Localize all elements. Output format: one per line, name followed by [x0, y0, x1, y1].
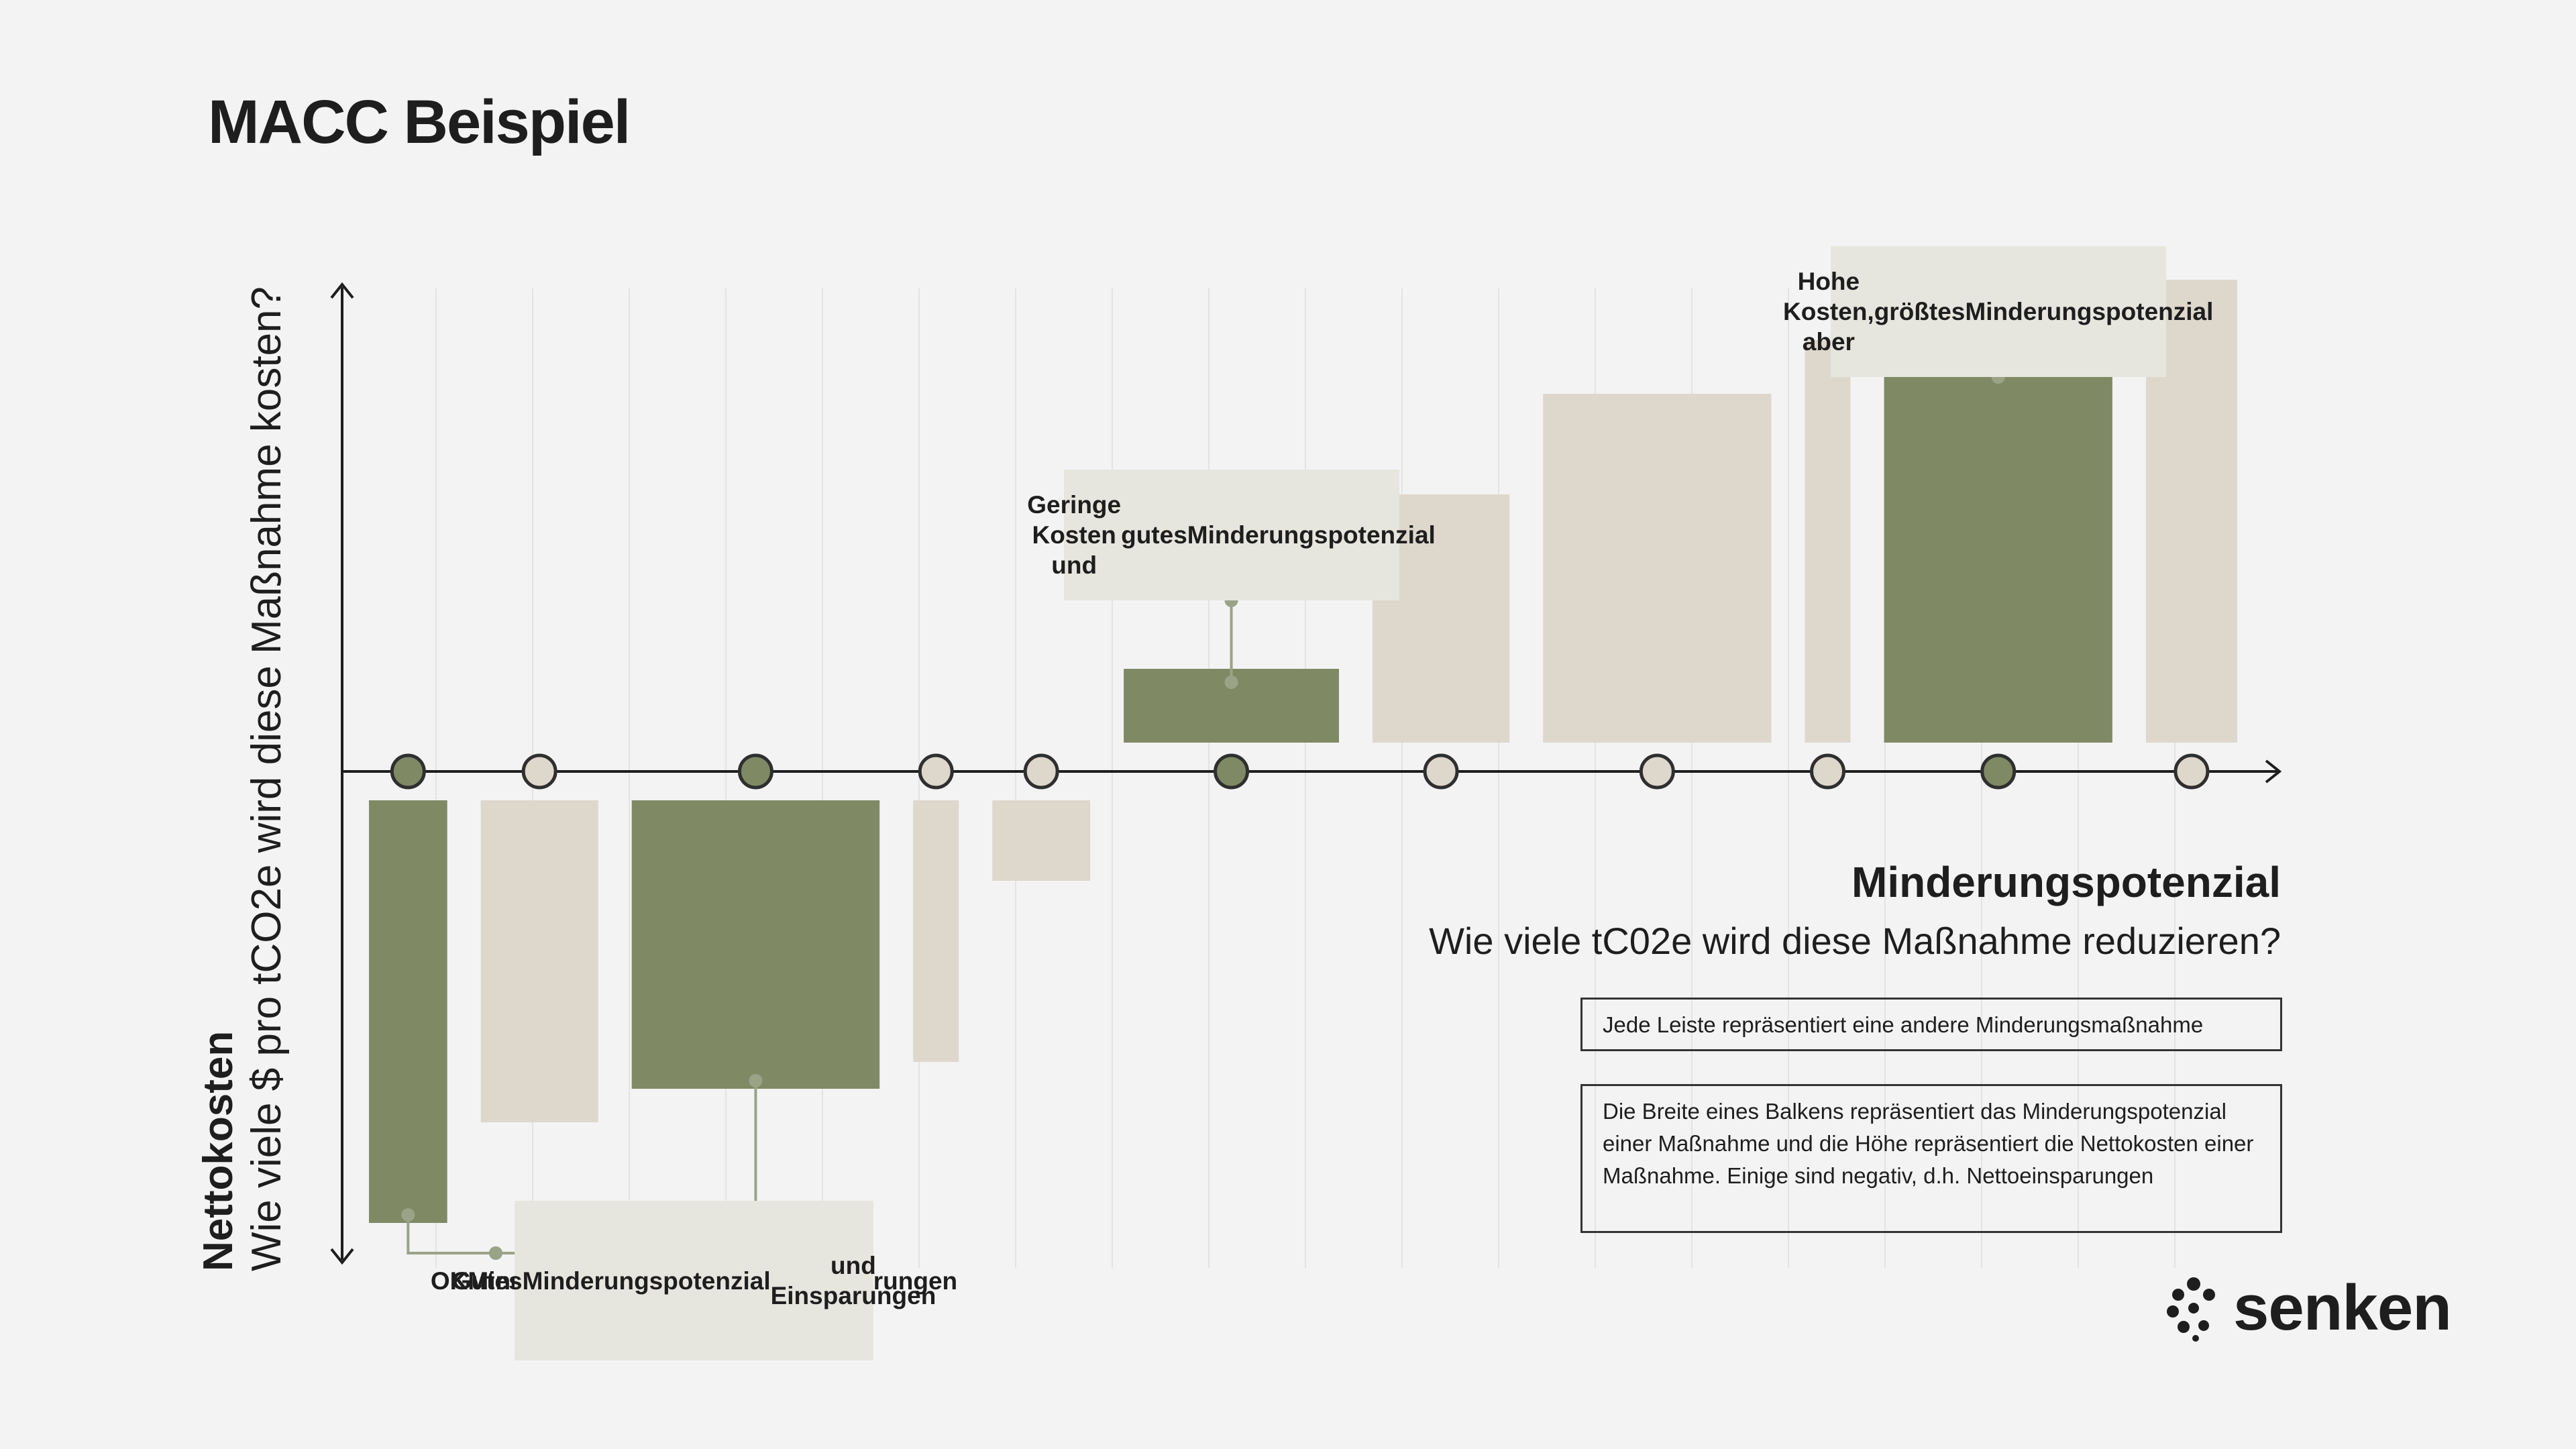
connector-dot: [1224, 676, 1238, 689]
bar-marker: [737, 753, 773, 790]
bar-marker: [521, 753, 557, 790]
brand-logo: senken: [2163, 1272, 2452, 1344]
connector-dot: [489, 1246, 502, 1260]
y-axis-arrow-down-icon: [330, 1248, 354, 1265]
x-axis-label: Minderungspotenzial: [1851, 858, 2281, 906]
brand-name: senken: [2233, 1272, 2452, 1344]
x-axis-arrow-icon: [2265, 759, 2282, 784]
callout-line: und Einsparungen: [770, 1252, 936, 1309]
connector-dot: [401, 1208, 415, 1222]
bar-marker: [390, 753, 426, 790]
grid-lines: [435, 288, 2176, 1268]
bars: [369, 280, 2237, 1223]
bar: [913, 800, 959, 1062]
axes: [330, 282, 2282, 1265]
bar: [369, 800, 447, 1223]
callout: Hohe Kosten, aber größtes Minderungspotenz…: [1783, 246, 2213, 377]
callout-line: OK: [430, 1267, 468, 1295]
bar-marker: [1214, 753, 1250, 790]
bar: [480, 800, 598, 1122]
callout-line: größtes: [1874, 298, 1966, 325]
bar: [1805, 340, 1851, 743]
y-axis-arrow-up-icon: [330, 282, 354, 299]
bar-marker: [1023, 753, 1059, 790]
connector-dot: [749, 1074, 763, 1087]
callout-line: Minderungspotenzial: [1965, 298, 2214, 325]
note-widths: Die Breite eines Balkens repräsentiert d…: [1580, 1084, 2282, 1233]
bar-marker: [2174, 753, 2210, 790]
x-axis-sublabel: Wie viele tC02e wird diese Maßnahme redu…: [1429, 920, 2281, 962]
callout: Gutes Minderungspotenzial und Einsparungen: [452, 1201, 936, 1360]
callout-line: gutes: [1121, 521, 1187, 549]
bar: [1543, 394, 1772, 743]
callout-line: Gutes: [451, 1267, 523, 1295]
callout-line: Minderungspotenzial: [1187, 521, 1436, 549]
callout-line: Geringe Kosten und: [1027, 491, 1122, 579]
note-bars: Jede Leiste repräsentiert eine andere Mi…: [1580, 998, 2282, 1051]
bar: [992, 800, 1091, 881]
page-title: MACC Beispiel: [208, 88, 631, 156]
bar-markers: [390, 753, 2210, 790]
bar-marker: [1810, 753, 1846, 790]
connector-line: [407, 1215, 496, 1254]
bar-marker: [1423, 753, 1459, 790]
callout-line: Minderungspotenzial: [522, 1267, 771, 1295]
bar: [631, 800, 880, 1089]
bar-marker: [918, 753, 954, 790]
flower-dots-icon: [2167, 1277, 2215, 1342]
bar-marker: [1980, 753, 2017, 790]
bar: [1884, 313, 2112, 743]
callout-line: Hohe Kosten, aber: [1783, 268, 1874, 356]
bar-marker: [1639, 753, 1675, 790]
callout: Geringe Kosten und gutes Minderungspotenzi…: [1027, 470, 1436, 600]
